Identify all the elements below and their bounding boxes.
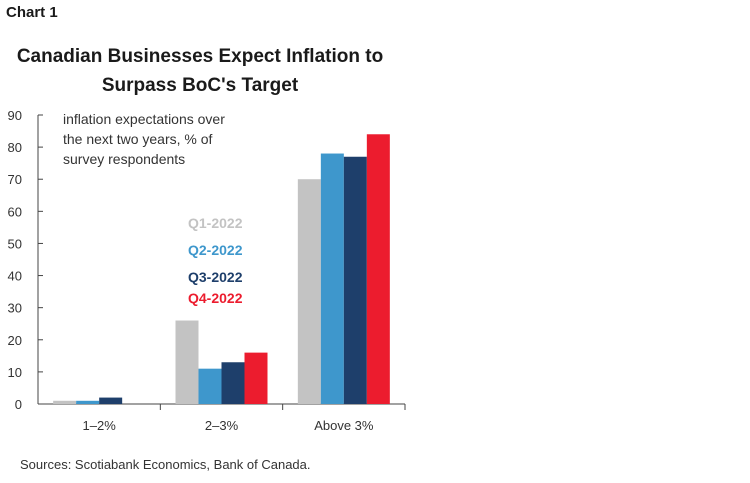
- y-tick-label: 70: [8, 172, 22, 187]
- bar: [366, 134, 390, 404]
- y-axis: 0 10 20 30 40 50 60 70 80 90: [8, 108, 43, 412]
- legend-item: Q2-2022: [188, 242, 243, 258]
- legend-item: Q4-2022: [188, 290, 243, 306]
- x-axis: 1–2% 2–3% Above 3%: [38, 403, 406, 433]
- bar: [198, 368, 222, 404]
- bar: [99, 397, 123, 404]
- bar: [343, 156, 367, 404]
- legend-item: Q1-2022: [188, 215, 243, 231]
- chart-title-line-1: Canadian Businesses Expect Inflation to: [16, 46, 384, 67]
- y-tick-label: 90: [8, 108, 22, 123]
- x-tick-label: 1–2%: [83, 418, 117, 433]
- bar: [76, 400, 100, 404]
- x-tick-label: Above 3%: [314, 418, 374, 433]
- y-tick-label: 40: [8, 269, 22, 284]
- y-tick-label: 0: [15, 397, 22, 412]
- y-tick-label: 80: [8, 140, 22, 155]
- chart-title: Canadian Businesses Expect Inflation to …: [0, 42, 400, 100]
- y-tick-label: 10: [8, 365, 22, 380]
- source-note: Sources: Scotiabank Economics, Bank of C…: [20, 457, 311, 472]
- bars: [53, 134, 390, 404]
- bar: [320, 153, 344, 404]
- y-tick-label: 60: [8, 204, 22, 219]
- chart-label: Chart 1: [6, 4, 58, 21]
- bar: [221, 362, 245, 404]
- bar: [297, 179, 321, 404]
- bar: [175, 320, 199, 404]
- bar: [244, 352, 268, 404]
- y-axis-note: inflation expectations over the next two…: [63, 111, 225, 167]
- chart-title-line-2: Surpass BoC's Target: [101, 75, 299, 96]
- bar: [53, 400, 77, 404]
- x-tick-label: 2–3%: [205, 418, 239, 433]
- legend: Q1-2022 Q2-2022 Q3-2022 Q4-2022: [188, 215, 243, 306]
- y-tick-label: 20: [8, 333, 22, 348]
- y-tick-label: 50: [8, 236, 22, 251]
- legend-item: Q3-2022: [188, 269, 243, 285]
- y-tick-label: 30: [8, 301, 22, 316]
